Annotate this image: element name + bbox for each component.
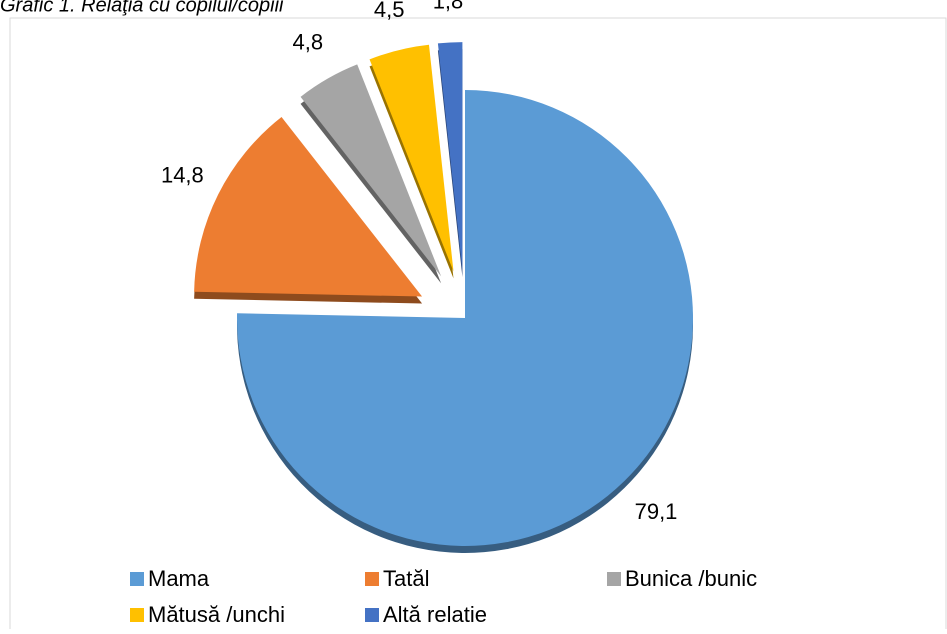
- legend-swatch: [607, 572, 621, 586]
- legend-swatch: [365, 608, 379, 622]
- legend-swatch: [130, 572, 144, 586]
- legend-label: Mătusă /unchi: [148, 602, 285, 627]
- legend-label: Bunica /bunic: [625, 566, 757, 591]
- legend-label: Altă relatie: [383, 602, 487, 627]
- legend-label: Tatăl: [383, 566, 429, 591]
- data-label: 79,1: [635, 499, 678, 524]
- legend-label: Mama: [148, 566, 210, 591]
- data-label: 4,5: [374, 0, 405, 22]
- legend-swatch: [365, 572, 379, 586]
- slice: [300, 64, 442, 277]
- data-label: 1,8: [433, 0, 464, 13]
- slice: [194, 117, 423, 297]
- data-label: 4,8: [293, 30, 324, 55]
- slice: [237, 90, 693, 546]
- legend-swatch: [130, 608, 144, 622]
- chart-title: Grafic 1. Relaţia cu copilul/copiii: [0, 0, 284, 16]
- plot-frame: [9, 17, 947, 634]
- data-label: 14,8: [161, 162, 204, 187]
- slice: [437, 42, 463, 271]
- slice: [369, 44, 454, 272]
